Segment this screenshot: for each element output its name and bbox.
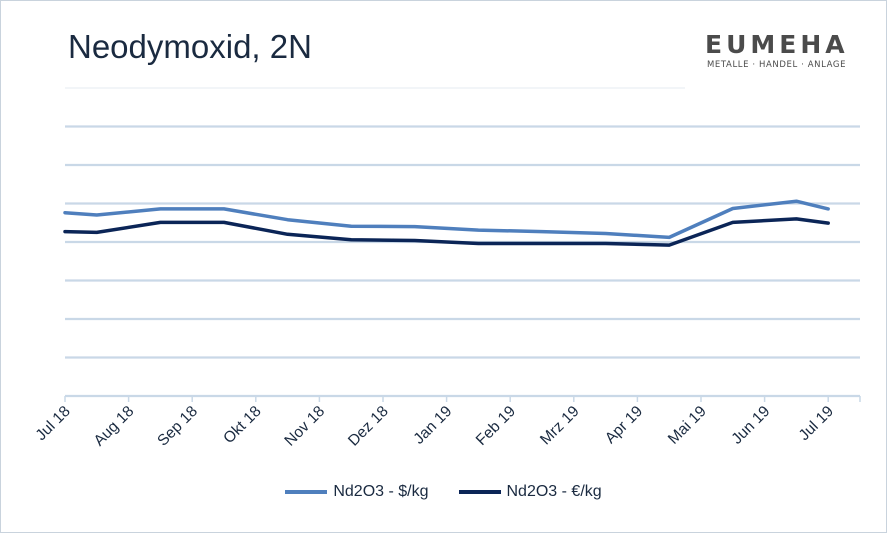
x-tick-label: Jun 19 — [728, 403, 773, 448]
x-axis — [64, 394, 861, 402]
x-tick-label: Okt 18 — [220, 403, 264, 447]
x-tick-label: Feb 19 — [473, 403, 519, 449]
series-line-usd — [63, 199, 830, 240]
legend-label-usd: Nd2O3 - $/kg — [333, 483, 429, 500]
logo-name: EUMEHA — [705, 30, 849, 59]
x-tick-label: Jul 19 — [796, 403, 837, 444]
legend-item-eur[interactable]: Nd2O3 - €/kg — [458, 483, 602, 501]
legend: Nd2O3 - $/kg Nd2O3 - €/kg — [0, 483, 887, 501]
legend-swatch-usd — [285, 490, 328, 494]
x-tick-label: Apr 19 — [602, 403, 646, 447]
x-tick-label: Mrz 19 — [537, 403, 583, 449]
x-tick-label: Jan 19 — [410, 403, 455, 448]
x-tick-label: Jul 18 — [33, 403, 74, 444]
x-tick-label: Aug 18 — [91, 403, 138, 450]
chart-title: Neodymoxid, 2N — [68, 28, 312, 65]
x-tick-label: Dez 18 — [345, 403, 392, 450]
legend-label-eur: Nd2O3 - €/kg — [506, 483, 602, 500]
series-line-eur — [63, 217, 830, 247]
x-tick-label: Sep 18 — [154, 403, 201, 450]
x-tick-labels: Jul 18 Aug 18 Sep 18 Okt 18 Nov 18 Dez 18 Jan … — [33, 403, 837, 450]
x-tick-label: Nov 18 — [281, 403, 328, 450]
series-lines — [63, 199, 830, 247]
x-tick-label: Mai 19 — [665, 403, 710, 448]
legend-swatch-eur — [458, 490, 501, 494]
legend-item-usd[interactable]: Nd2O3 - $/kg — [285, 483, 429, 501]
gridlines — [65, 87, 860, 359]
logo-tagline: METALLE · HANDEL · ANLAGE — [707, 60, 847, 70]
eumeha-logo: EUMEHA METALLE · HANDEL · ANLAGE — [705, 30, 850, 70]
